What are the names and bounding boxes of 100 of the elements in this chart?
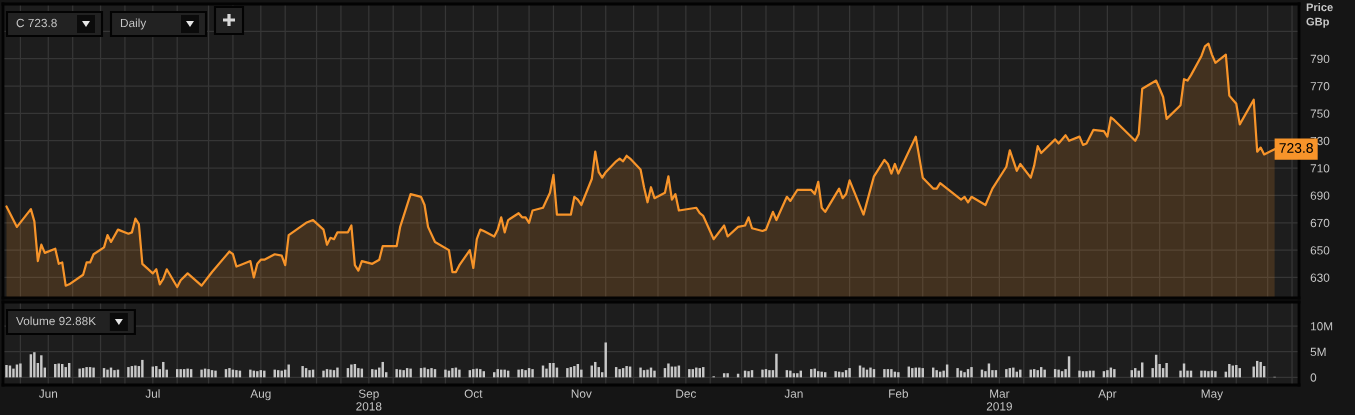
bar xyxy=(956,368,959,378)
bar xyxy=(1019,369,1022,378)
bar xyxy=(214,370,217,378)
bar xyxy=(841,372,844,378)
bar xyxy=(336,367,339,378)
bar xyxy=(329,369,332,378)
bar xyxy=(848,368,851,378)
bar xyxy=(890,369,893,378)
bar xyxy=(796,373,799,378)
bar xyxy=(1207,371,1210,378)
bar xyxy=(1214,371,1217,378)
x-tick-label: Feb xyxy=(889,389,909,398)
bar xyxy=(263,370,266,378)
annotation: Daily xyxy=(120,18,147,30)
annotation: C 723.8 xyxy=(16,18,57,28)
x-tick-label: Aug xyxy=(250,389,271,401)
bar xyxy=(287,364,290,378)
bar xyxy=(897,372,900,378)
y-tick-label: 10M xyxy=(1311,322,1333,331)
y-tick-label: 750 xyxy=(1310,109,1330,118)
bar xyxy=(566,368,569,378)
bar xyxy=(970,367,973,378)
bar xyxy=(200,369,203,378)
bar xyxy=(19,363,22,378)
bar xyxy=(1106,370,1109,378)
bar xyxy=(1200,370,1203,378)
bar xyxy=(625,366,628,378)
y-tick-label: 5M xyxy=(1310,347,1326,357)
bar xyxy=(472,369,475,378)
bar xyxy=(423,367,426,378)
bar xyxy=(322,370,325,378)
bar xyxy=(78,368,81,378)
bar xyxy=(395,369,398,378)
bar xyxy=(552,362,555,378)
bar xyxy=(5,365,8,378)
y-tick-label: 650 xyxy=(1310,246,1330,255)
x-tick-label: Dec xyxy=(676,389,697,398)
bar xyxy=(883,369,886,378)
y-tick-label: 710 xyxy=(1310,164,1330,173)
bar xyxy=(1043,369,1046,378)
bar xyxy=(141,359,144,378)
bar xyxy=(85,367,88,378)
bar xyxy=(1092,370,1095,378)
bar xyxy=(618,369,621,378)
bar xyxy=(789,370,792,378)
bar xyxy=(862,367,865,378)
bar xyxy=(834,371,837,378)
bar xyxy=(113,370,116,378)
x-tick-label: Apr xyxy=(1098,389,1117,401)
bar xyxy=(963,372,966,378)
bar xyxy=(1078,370,1081,378)
x-tick-label: Jul xyxy=(145,389,160,398)
bar xyxy=(92,367,95,378)
bar xyxy=(1165,362,1168,378)
bar xyxy=(524,370,527,378)
bar xyxy=(517,369,520,378)
bar xyxy=(179,369,182,378)
bar xyxy=(430,368,433,378)
y-tick-label: 670 xyxy=(1310,218,1330,228)
bar xyxy=(768,370,771,378)
bar xyxy=(444,369,447,378)
x-tick-label: May xyxy=(1201,389,1224,401)
bar xyxy=(357,368,360,378)
bar xyxy=(503,369,506,378)
annotation: Volume 92.88K xyxy=(16,316,96,326)
bar xyxy=(1085,371,1088,378)
x-tick-label: Oct xyxy=(464,389,483,398)
bar xyxy=(350,364,353,378)
y-axis-title: Price GBp xyxy=(1306,3,1333,28)
bar xyxy=(688,369,691,378)
bar xyxy=(646,369,649,378)
y-tick-label: 770 xyxy=(1310,82,1330,91)
x-tick-label: Sep 2018 xyxy=(356,389,382,411)
bar xyxy=(235,370,238,378)
bar xyxy=(106,369,109,378)
bar xyxy=(127,367,130,378)
x-tick-label: Nov xyxy=(571,389,592,398)
bar xyxy=(653,370,656,378)
bar xyxy=(451,368,454,378)
bar xyxy=(667,363,670,378)
y-tick-label: 790 xyxy=(1310,54,1330,64)
x-tick-label: Jan xyxy=(784,389,803,398)
bar xyxy=(308,370,311,378)
bar xyxy=(1005,369,1008,378)
bar xyxy=(604,342,607,378)
bar xyxy=(409,368,412,378)
bar xyxy=(531,369,534,378)
bar xyxy=(747,371,750,378)
bar xyxy=(1228,363,1231,378)
bar xyxy=(869,367,872,378)
bar xyxy=(12,368,15,378)
bar xyxy=(228,368,231,378)
bar xyxy=(639,367,642,378)
bar xyxy=(935,370,938,378)
bar xyxy=(134,365,137,378)
bar xyxy=(1259,361,1262,378)
y-tick-label: 630 xyxy=(1310,273,1330,282)
x-tick-label: Mar 2019 xyxy=(986,389,1012,411)
bar xyxy=(775,353,778,378)
bar xyxy=(674,366,677,378)
